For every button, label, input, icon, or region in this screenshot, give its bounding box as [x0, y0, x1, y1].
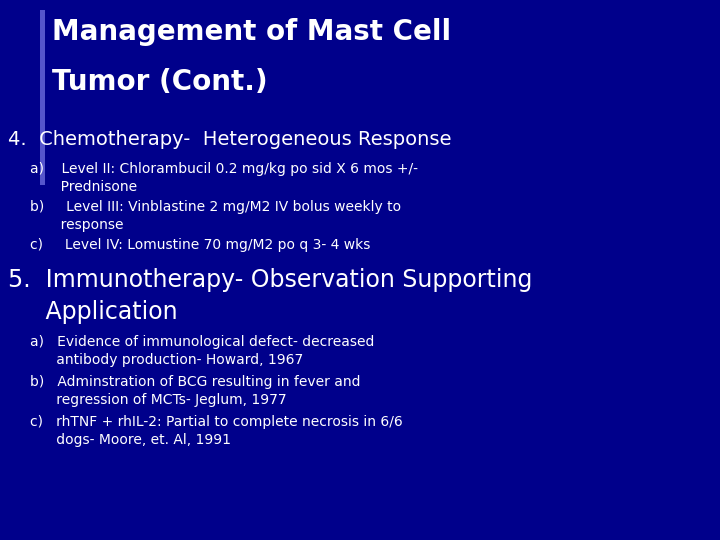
Text: a)   Evidence of immunological defect- decreased: a) Evidence of immunological defect- dec… — [30, 335, 374, 349]
Text: c)     Level IV: Lomustine 70 mg/M2 po q 3- 4 wks: c) Level IV: Lomustine 70 mg/M2 po q 3- … — [30, 238, 370, 252]
Text: Management of Mast Cell: Management of Mast Cell — [52, 18, 451, 46]
Text: 5.  Immunotherapy- Observation Supporting: 5. Immunotherapy- Observation Supporting — [8, 268, 532, 292]
Text: Application: Application — [8, 300, 178, 324]
Text: Tumor (Cont.): Tumor (Cont.) — [52, 68, 268, 96]
Text: a)    Level II: Chlorambucil 0.2 mg/kg po sid X 6 mos +/-: a) Level II: Chlorambucil 0.2 mg/kg po s… — [30, 162, 418, 176]
Text: Prednisone: Prednisone — [30, 180, 137, 194]
Text: c)   rhTNF + rhIL-2: Partial to complete necrosis in 6/6: c) rhTNF + rhIL-2: Partial to complete n… — [30, 415, 402, 429]
Text: 4.  Chemotherapy-  Heterogeneous Response: 4. Chemotherapy- Heterogeneous Response — [8, 130, 451, 149]
Text: b)   Adminstration of BCG resulting in fever and: b) Adminstration of BCG resulting in fev… — [30, 375, 361, 389]
Text: regression of MCTs- Jeglum, 1977: regression of MCTs- Jeglum, 1977 — [30, 393, 287, 407]
Text: b)     Level III: Vinblastine 2 mg/M2 IV bolus weekly to: b) Level III: Vinblastine 2 mg/M2 IV bol… — [30, 200, 401, 214]
Text: dogs- Moore, et. Al, 1991: dogs- Moore, et. Al, 1991 — [30, 433, 231, 447]
Bar — [40, 10, 45, 185]
Text: antibody production- Howard, 1967: antibody production- Howard, 1967 — [30, 353, 303, 367]
Text: response: response — [30, 218, 124, 232]
